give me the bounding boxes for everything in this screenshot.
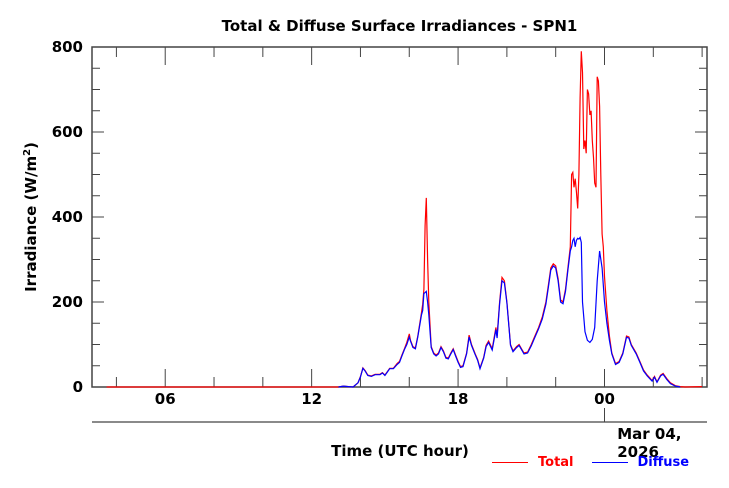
date-label: Mar 04, 2026	[617, 425, 682, 461]
legend-label-diffuse: Diffuse	[637, 455, 690, 470]
y-tick-label: 0	[72, 378, 83, 396]
plot-frame	[91, 46, 708, 388]
y-tick-label: 600	[51, 123, 83, 141]
x-tick-label: 18	[447, 390, 469, 408]
legend-swatch-total	[492, 462, 528, 463]
x-tick-label: 00	[594, 390, 615, 408]
y-tick-label: 800	[51, 38, 83, 56]
axis-ticks	[92, 47, 707, 387]
legend: Total Diffuse	[492, 455, 707, 470]
legend-label-total: Total	[538, 455, 574, 470]
x-axis-label: Time (UTC hour)	[331, 442, 469, 460]
series-total-line	[106, 51, 703, 388]
x-tick-label: 06	[154, 390, 176, 408]
chart-title: Total & Diffuse Surface Irradiances - SP…	[221, 17, 578, 35]
x-tick-label: 12	[301, 390, 323, 408]
legend-item-total: Total	[492, 455, 574, 470]
date-axis	[92, 408, 707, 423]
series-diffuse-line	[338, 235, 681, 388]
legend-item-diffuse: Diffuse	[591, 455, 690, 470]
y-tick-label: 200	[51, 293, 83, 311]
y-tick-label: 400	[51, 208, 83, 226]
legend-swatch-diffuse	[591, 462, 628, 463]
